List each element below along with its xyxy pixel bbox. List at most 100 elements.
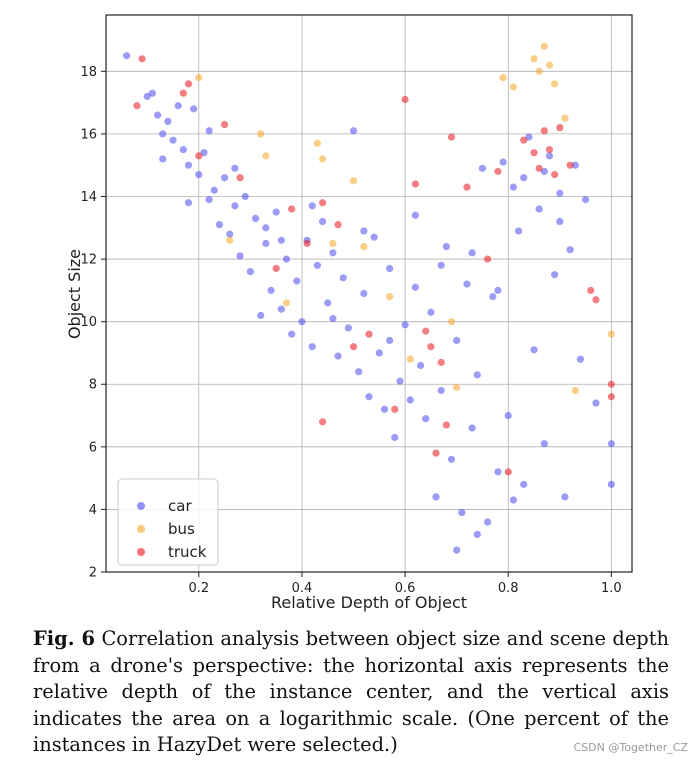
car-point bbox=[159, 130, 167, 138]
y-tick-label: 4 bbox=[89, 503, 97, 518]
truck-point bbox=[411, 180, 420, 188]
car-point bbox=[571, 161, 579, 169]
car-point bbox=[272, 208, 280, 216]
y-tick-label: 2 bbox=[89, 566, 97, 581]
car-point bbox=[355, 368, 363, 376]
car-point bbox=[184, 161, 193, 169]
car-point bbox=[246, 267, 254, 276]
bus-point bbox=[540, 42, 548, 50]
car-point bbox=[514, 227, 523, 235]
y-tick-label: 10 bbox=[80, 315, 97, 330]
bus-point bbox=[535, 67, 543, 75]
car-point bbox=[334, 352, 342, 360]
y-tick-label: 8 bbox=[89, 378, 97, 393]
bus-point bbox=[349, 177, 358, 185]
car-point bbox=[427, 308, 435, 316]
car-point bbox=[504, 411, 512, 420]
legend-marker-car bbox=[137, 502, 145, 510]
x-axis-label: Relative Depth of Object bbox=[271, 593, 467, 612]
legend: car bus truck bbox=[117, 478, 219, 566]
figure-caption: Fig. 6 Correlation analysis between obje… bbox=[33, 626, 669, 759]
truck-point bbox=[520, 136, 528, 144]
caption-text: Correlation analysis between object size… bbox=[33, 627, 670, 757]
truck-point bbox=[184, 80, 193, 88]
truck-point bbox=[179, 89, 187, 97]
truck-point bbox=[556, 124, 564, 132]
car-point bbox=[365, 393, 373, 401]
car-point bbox=[468, 249, 476, 257]
car-point bbox=[267, 286, 275, 294]
x-tick-label: 0.2 bbox=[188, 581, 209, 596]
car-point bbox=[313, 261, 322, 269]
data-points bbox=[123, 42, 615, 554]
truck-point bbox=[592, 296, 600, 304]
truck-point bbox=[504, 468, 512, 476]
bus-point bbox=[499, 73, 507, 82]
bus-point bbox=[313, 139, 322, 147]
car-point bbox=[179, 145, 187, 154]
bus-point bbox=[509, 83, 517, 91]
y-tick-label: 18 bbox=[80, 65, 97, 80]
car-point bbox=[494, 286, 502, 294]
car-point bbox=[463, 280, 471, 288]
truck-point bbox=[427, 343, 435, 351]
car-point bbox=[288, 330, 296, 338]
car-point bbox=[520, 480, 528, 488]
truck-point bbox=[303, 239, 311, 248]
car-point bbox=[592, 399, 600, 407]
bus-point bbox=[318, 155, 327, 163]
car-point bbox=[607, 480, 615, 488]
car-point bbox=[545, 152, 554, 160]
x-tick-label: 0.8 bbox=[498, 581, 519, 596]
truck-point bbox=[437, 358, 445, 366]
car-point bbox=[318, 217, 327, 226]
car-point bbox=[257, 311, 265, 320]
car-point bbox=[215, 221, 224, 229]
car-point bbox=[411, 283, 420, 291]
car-point bbox=[360, 289, 368, 298]
y-tick-label: 6 bbox=[89, 440, 97, 455]
bus-point bbox=[530, 55, 538, 63]
car-point bbox=[282, 255, 291, 263]
car-point bbox=[561, 493, 569, 501]
car-point bbox=[468, 424, 476, 432]
bus-point bbox=[282, 299, 291, 307]
car-point bbox=[344, 324, 352, 332]
truck-point bbox=[401, 95, 409, 104]
car-point bbox=[339, 274, 347, 282]
car-point bbox=[251, 214, 260, 222]
car-point bbox=[458, 508, 466, 517]
car-point bbox=[576, 355, 585, 363]
truck-point bbox=[587, 286, 595, 294]
car-point bbox=[489, 293, 497, 301]
car-point bbox=[432, 493, 440, 501]
car-point bbox=[478, 164, 487, 172]
car-point bbox=[422, 415, 430, 423]
truck-point bbox=[236, 174, 244, 182]
truck-point bbox=[288, 205, 296, 213]
car-point bbox=[221, 174, 229, 182]
legend-marker-bus bbox=[137, 525, 145, 533]
car-point bbox=[535, 205, 543, 213]
car-point bbox=[298, 318, 306, 326]
car-point bbox=[169, 136, 177, 144]
x-tick-label: 0.4 bbox=[292, 581, 313, 596]
truck-point bbox=[442, 421, 450, 429]
truck-point bbox=[221, 120, 229, 129]
truck-point bbox=[138, 55, 146, 63]
y-tick-label: 14 bbox=[80, 190, 97, 205]
car-point bbox=[277, 305, 285, 313]
legend-label-car: car bbox=[168, 497, 192, 515]
bus-point bbox=[226, 236, 234, 244]
car-point bbox=[391, 433, 399, 442]
truck-point bbox=[422, 327, 430, 335]
x-axis-ticks: 0.2 0.4 0.6 0.8 1.0 bbox=[188, 572, 622, 596]
truck-point bbox=[272, 264, 280, 273]
bus-point bbox=[329, 239, 337, 248]
car-point bbox=[499, 158, 507, 166]
car-point bbox=[159, 155, 167, 163]
watermark: CSDN @Together_CZ bbox=[573, 741, 688, 754]
bus-point bbox=[571, 386, 579, 395]
legend-frame bbox=[117, 478, 219, 566]
car-point bbox=[530, 346, 538, 354]
